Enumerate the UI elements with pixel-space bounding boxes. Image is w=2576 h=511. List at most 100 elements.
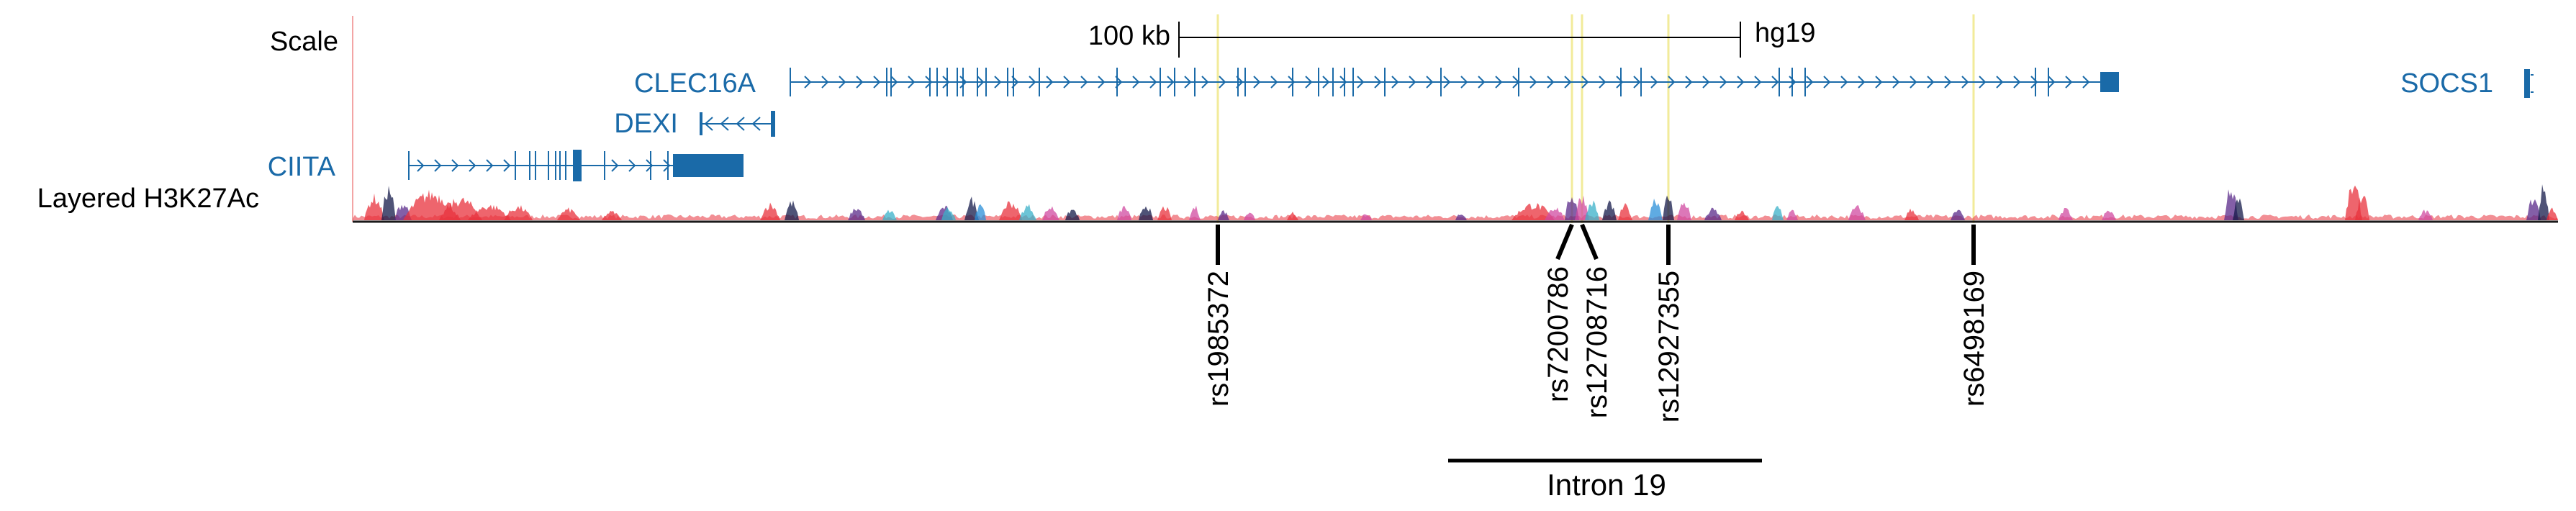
strand-arrow: [1840, 76, 1848, 89]
strand-arrow: [1823, 76, 1831, 89]
strand-arrow: [1132, 76, 1140, 89]
signal-peak: [848, 208, 865, 220]
strand-arrow: [873, 76, 881, 89]
signal-peak: [760, 202, 780, 220]
strand-arrow: [1011, 76, 1019, 89]
strand-arrow: [1529, 76, 1537, 89]
signal-peak: [364, 193, 384, 220]
strand-arrow: [646, 159, 654, 172]
ciita-strand-arrows: [417, 159, 671, 172]
strand-arrow: [1115, 76, 1123, 89]
snp-label-rs12927355: rs12927355: [1653, 271, 1685, 422]
strand-arrow: [1599, 76, 1606, 89]
strand-arrow: [611, 159, 619, 172]
strand-arrow: [1270, 76, 1278, 89]
signal-peak: [1951, 209, 1965, 220]
strand-arrow: [1633, 76, 1641, 89]
strand-arrow: [1892, 76, 1900, 89]
ciita-exons: [408, 151, 669, 180]
signal-peak: [1904, 208, 1919, 220]
strand-arrow: [942, 76, 950, 89]
strand-arrow: [1322, 76, 1330, 89]
strand-arrow: [1288, 76, 1296, 89]
strand-arrow: [628, 159, 636, 172]
signal-peak: [1065, 209, 1080, 220]
snp-tick-rs12708716: [1580, 223, 1599, 261]
strand-arrow: [663, 159, 671, 172]
signal-peak: [1545, 207, 1565, 220]
strand-arrow: [1547, 76, 1555, 89]
strand-arrow: [2013, 76, 2021, 89]
strand-arrow: [856, 76, 864, 89]
snp-label-rs12708716: rs12708716: [1581, 266, 1613, 418]
strand-arrow: [1616, 76, 1624, 89]
strand-arrow: [908, 76, 916, 89]
signal-peak: [1677, 202, 1691, 220]
signal-peak: [1735, 210, 1749, 220]
strand-arrow: [1305, 76, 1313, 89]
strand-arrow: [890, 76, 898, 89]
signal-peak: [557, 207, 580, 220]
signal-peak: [2058, 207, 2073, 220]
signal-peak: [1455, 214, 1467, 220]
clec16a-strand-arrows: [804, 76, 2090, 89]
signal-peak: [1663, 195, 1674, 220]
clec16a-exons: [790, 68, 2049, 96]
gene-clec16a: CLEC16A: [634, 68, 2119, 99]
strand-arrow: [1789, 76, 1797, 89]
gene-socs1: SOCS1: [2400, 68, 2534, 99]
strand-arrow: [1167, 76, 1175, 89]
strand-arrow: [2082, 76, 2090, 89]
strand-arrow: [839, 76, 846, 89]
signal-peak: [1602, 200, 1617, 220]
snp-labels: rs1985372 rs7200786 rs12708716 rs1292735…: [1203, 266, 1990, 422]
strand-arrow: [1944, 76, 1952, 89]
strand-arrow: [1858, 76, 1866, 89]
signal-peak: [2538, 184, 2549, 220]
signal-peak: [2546, 207, 2558, 220]
strand-arrow: [1512, 76, 1520, 89]
strand-arrow: [1771, 76, 1779, 89]
snp-markers: [1216, 223, 1976, 265]
strand-arrow: [1478, 76, 1486, 89]
layered-h3k27ac-track-label: Layered H3K27Ac: [37, 184, 259, 214]
strand-arrow: [821, 76, 829, 89]
signal-peak: [2418, 209, 2433, 220]
signal-peak: [2355, 196, 2369, 220]
strand-arrow: [1409, 76, 1416, 89]
signal-peak: [1565, 196, 1579, 220]
signal-peak: [1218, 210, 1229, 220]
signal-peak: [999, 201, 1022, 220]
signal-peak: [504, 205, 533, 220]
strand-arrow: [434, 159, 442, 172]
signal-peak: [1575, 195, 1589, 220]
scale-track-label: Scale: [270, 27, 338, 57]
snp-label-rs6498169: rs6498169: [1958, 271, 1990, 407]
signal-peak: [468, 204, 511, 220]
strand-arrow: [994, 76, 1002, 89]
signal-peak: [785, 200, 799, 220]
strand-arrow: [1719, 76, 1727, 89]
snp-label-rs1985372: rs1985372: [1203, 271, 1234, 407]
signal-peak: [2526, 199, 2541, 220]
strand-arrow: [1875, 76, 1883, 89]
strand-arrow: [2048, 76, 2056, 89]
signal-peak: [439, 197, 482, 220]
strand-arrow: [1806, 76, 1814, 89]
strand-arrow: [1443, 76, 1451, 89]
signal-peak: [882, 209, 897, 220]
strand-arrow: [2030, 76, 2038, 89]
strand-arrow: [1979, 76, 1987, 89]
strand-arrow: [1737, 76, 1745, 89]
strand-arrow: [1357, 76, 1365, 89]
strand-arrow: [1219, 76, 1226, 89]
strand-arrow: [1754, 76, 1762, 89]
signal-peak: [2233, 198, 2244, 220]
signal-peak: [1360, 214, 1372, 220]
strand-arrow: [1927, 76, 1935, 89]
gene-ciita: CIITA: [268, 150, 744, 182]
scale-bar: 100 kb hg19: [1088, 18, 1816, 58]
strand-arrow: [804, 76, 812, 89]
strand-arrow: [977, 76, 985, 89]
strand-arrow: [1184, 76, 1192, 89]
